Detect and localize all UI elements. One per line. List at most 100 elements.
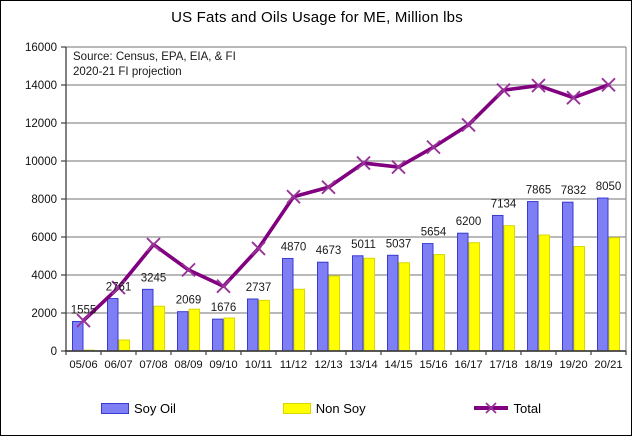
x-axis-label-05/06: 05/06 — [69, 359, 97, 371]
legend-label-total: Total — [513, 400, 541, 416]
data-label-soy-oil-20/21: 8050 — [596, 181, 622, 193]
total-marker-icon-06/07 — [111, 280, 126, 295]
total-marker-icon-18/19 — [531, 78, 546, 93]
bar-non-soy-08/09 — [188, 308, 200, 352]
data-label-soy-oil-19/20: 7832 — [561, 185, 587, 197]
bar-non-soy-07/08 — [153, 305, 165, 352]
x-axis-label-08/09: 08/09 — [174, 359, 202, 371]
total-marker-icon-09/10 — [216, 279, 231, 294]
data-label-soy-oil-05/06: 1555 — [71, 304, 97, 316]
bar-non-soy-18/19 — [538, 234, 550, 352]
total-marker-icon-12/13 — [321, 180, 336, 195]
data-label-soy-oil-17/18: 7134 — [491, 198, 517, 210]
legend-swatch-total-line-marker-icon — [473, 402, 508, 414]
total-marker-icon-16/17 — [461, 117, 476, 133]
data-label-soy-oil-08/09: 2069 — [176, 295, 202, 307]
x-axis-label-06/07: 06/07 — [104, 359, 132, 371]
bar-soy-oil-19/20 — [562, 201, 574, 352]
bar-non-soy-12/13 — [328, 275, 340, 352]
source-annotation-line2: 2020-21 FI projection — [73, 66, 182, 78]
bar-non-soy-17/18 — [503, 225, 515, 352]
total-marker-icon-07/08 — [146, 237, 161, 252]
total-marker-icon-15/16 — [426, 139, 441, 155]
bar-non-soy-10/11 — [258, 299, 270, 352]
data-label-soy-oil-11/12: 4870 — [281, 241, 307, 253]
data-label-soy-oil-14/15: 5037 — [386, 238, 412, 250]
x-axis-label-09/10: 09/10 — [209, 359, 237, 371]
y-axis-label-14000: 14000 — [25, 80, 57, 92]
bar-non-soy-20/21 — [608, 237, 620, 352]
bar-non-soy-09/10 — [223, 317, 235, 352]
total-marker-icon-19/20 — [566, 90, 581, 105]
bar-soy-oil-14/15 — [387, 254, 399, 352]
bar-soy-oil-13/14 — [352, 255, 364, 352]
bar-soy-oil-20/21 — [597, 197, 609, 352]
legend-label-non-soy: Non Soy — [315, 400, 366, 416]
total-marker-icon-11/12 — [286, 189, 301, 204]
source-annotation-line1: Source: Census, EPA, EIA, & FI — [73, 51, 236, 63]
bar-soy-oil-06/07 — [107, 298, 119, 352]
plot-area: 0 2000 4000 6000 8000 10000 12000 14000 16000 155… — [25, 42, 627, 371]
x-axis-label-18/19: 18/19 — [524, 359, 552, 371]
x-axis-label-20/21: 20/21 — [594, 359, 622, 371]
x-axis-label-13/14: 13/14 — [349, 359, 377, 371]
y-axis-label-4000: 4000 — [31, 270, 57, 282]
bar-soy-oil-12/13 — [317, 261, 329, 352]
data-label-soy-oil-09/10: 1676 — [211, 302, 237, 314]
total-marker-icon-17/18 — [496, 82, 511, 98]
data-label-soy-oil-10/11: 2737 — [246, 282, 272, 294]
bar-non-soy-15/16 — [433, 254, 445, 352]
y-axis-label-8000: 8000 — [31, 194, 57, 206]
x-axis-label-19/20: 19/20 — [559, 359, 587, 371]
legend-item-total: Total — [473, 400, 541, 416]
bar-soy-oil-07/08 — [142, 288, 154, 352]
bar-soy-oil-16/17 — [457, 232, 469, 352]
bar-soy-oil-17/18 — [492, 214, 504, 352]
x-axis-label-16/17: 16/17 — [454, 359, 482, 371]
legend: Soy Oil Non Soy Total — [101, 395, 541, 421]
x-axis-label-15/16: 15/16 — [419, 359, 447, 371]
legend-swatch-soy-oil — [101, 402, 129, 414]
bar-non-soy-11/12 — [293, 288, 305, 352]
x-axis-label-11/12: 11/12 — [280, 359, 307, 371]
x-axis-label-14/15: 14/15 — [384, 359, 412, 371]
bar-soy-oil-10/11 — [247, 298, 259, 352]
data-label-soy-oil-15/16: 5654 — [421, 227, 447, 239]
legend-label-soy-oil: Soy Oil — [134, 400, 176, 416]
bar-soy-oil-15/16 — [422, 243, 434, 352]
total-line — [81, 83, 611, 323]
y-axis-label-10000: 10000 — [25, 156, 57, 168]
x-axis-label-10/11: 10/11 — [245, 359, 272, 371]
x-axis-label-07/08: 07/08 — [139, 359, 167, 371]
bar-non-soy-06/07 — [118, 339, 130, 352]
x-axis-label-12/13: 12/13 — [314, 359, 342, 371]
source-annotation: Source: Census, EPA, EIA, & FI 2020-21 F… — [73, 50, 236, 80]
y-axis-label-16000: 16000 — [25, 42, 57, 54]
bar-soy-oil-18/19 — [527, 201, 539, 352]
x-axis-label-17/18: 17/18 — [489, 359, 517, 371]
data-label-soy-oil-13/14: 5011 — [351, 239, 376, 251]
chart-title: US Fats and Oils Usage for ME, Million l… — [171, 9, 463, 26]
data-label-soy-oil-12/13: 4673 — [316, 245, 342, 257]
legend-swatch-non-soy — [282, 402, 311, 414]
total-marker-icon-13/14 — [356, 155, 371, 171]
data-label-soy-oil-16/17: 6200 — [456, 216, 482, 228]
bar-soy-oil-11/12 — [282, 257, 294, 352]
legend-item-non-soy: Non Soy — [282, 400, 366, 416]
bar-soy-oil-09/10 — [212, 318, 224, 352]
data-label-soy-oil-06/07: 2761 — [106, 282, 132, 294]
legend-item-soy-oil: Soy Oil — [101, 401, 176, 416]
total-marker-icon-20/21 — [601, 77, 616, 92]
total-marker-icon-10/11 — [251, 241, 266, 256]
bar-non-soy-13/14 — [363, 257, 375, 352]
bar-soy-oil-08/09 — [177, 311, 189, 352]
data-label-soy-oil-18/19: 7865 — [526, 185, 552, 197]
total-marker-icon-05/06 — [76, 313, 91, 328]
y-axis-label-2000: 2000 — [31, 308, 57, 320]
bar-non-soy-16/17 — [468, 242, 480, 352]
data-label-soy-oil-07/08: 3245 — [141, 272, 167, 284]
total-marker-icon-14/15 — [391, 159, 406, 175]
y-axis-label-12000: 12000 — [25, 118, 57, 130]
y-axis-label-0: 0 — [51, 346, 57, 358]
